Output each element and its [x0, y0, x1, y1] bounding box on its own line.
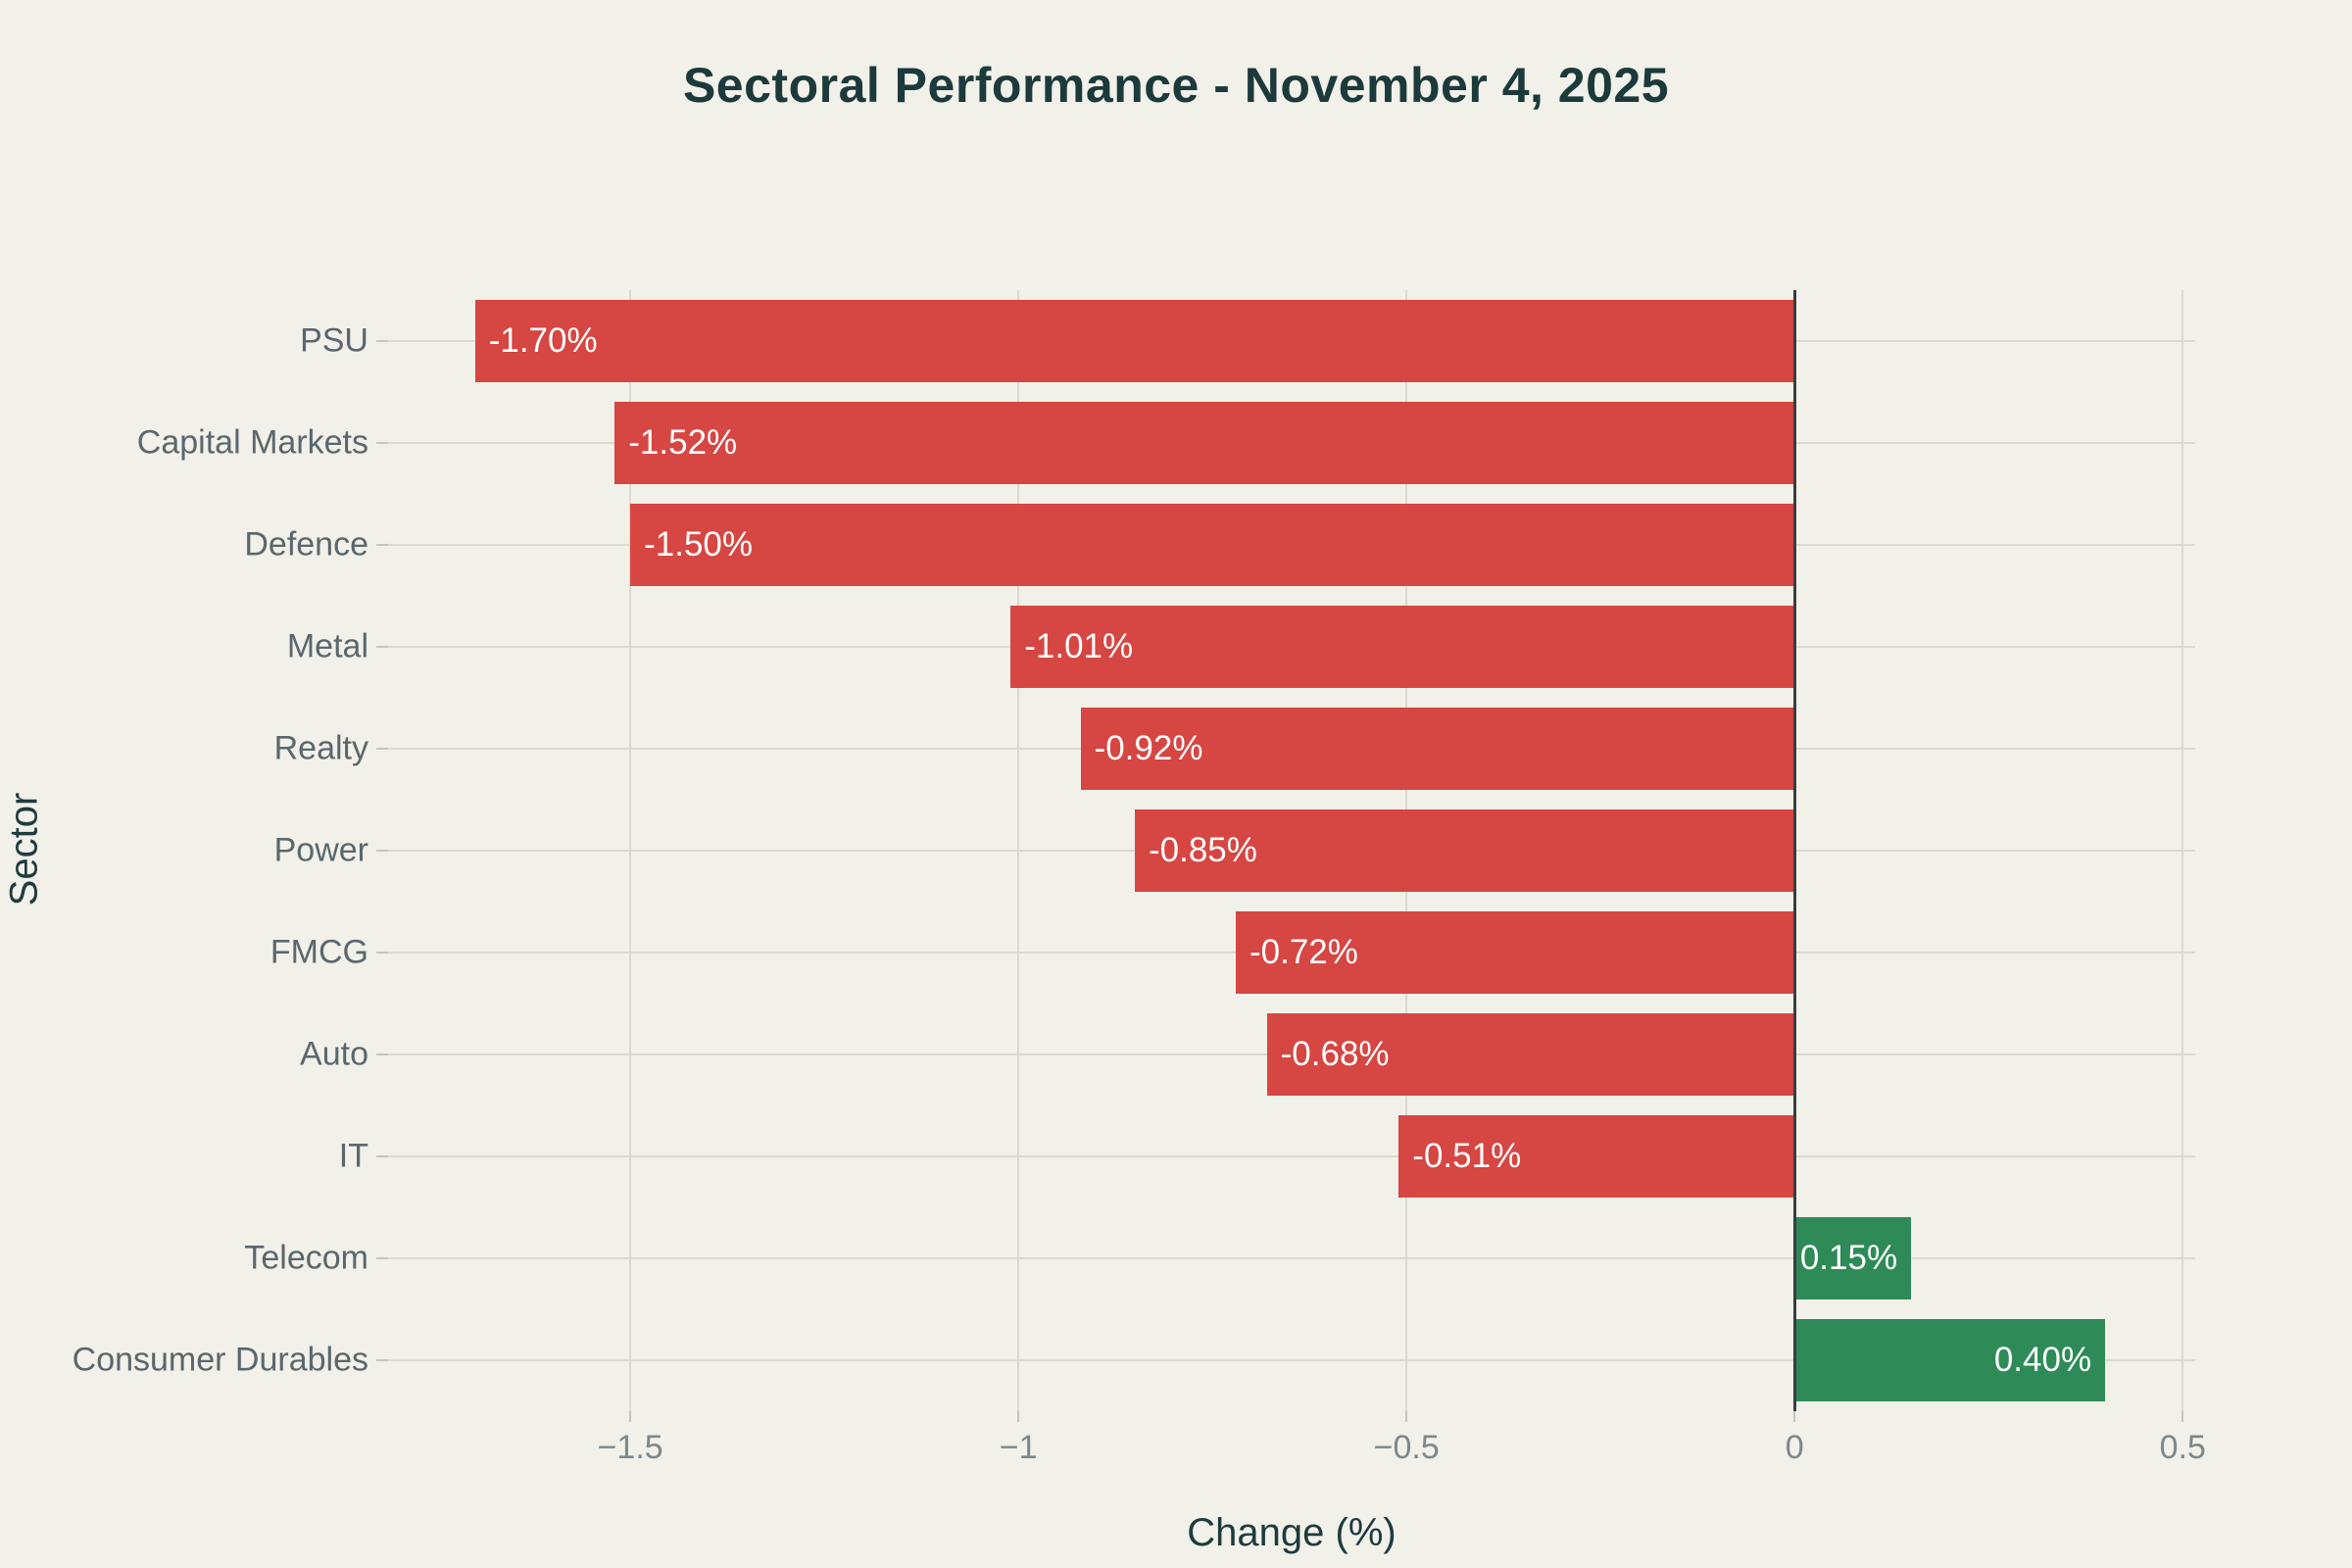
x-tick-mark [1017, 1411, 1020, 1422]
gridline-h [388, 1155, 2195, 1157]
bar-value-label: -0.72% [1249, 933, 1358, 971]
category-label: Capital Markets [136, 423, 368, 462]
y-tick-mark [376, 1257, 388, 1259]
bar [1794, 1319, 2106, 1401]
category-label: Power [273, 831, 368, 869]
category-label: PSU [300, 321, 368, 360]
y-tick-mark [376, 544, 388, 546]
zero-line [1792, 290, 1796, 1411]
y-tick-mark [376, 1359, 388, 1361]
y-tick-mark [376, 850, 388, 852]
bar [1266, 1013, 1795, 1096]
y-tick-mark [376, 340, 388, 342]
category-label: Auto [300, 1035, 368, 1073]
bar-value-label: -0.51% [1412, 1137, 1522, 1175]
bar [1235, 911, 1795, 994]
x-tick-mark [1405, 1411, 1408, 1422]
bar-value-label: -0.68% [1280, 1035, 1390, 1073]
bar [1010, 606, 1795, 688]
bar-value-label: -1.70% [488, 321, 598, 360]
bar-value-label: 0.40% [1993, 1341, 2092, 1379]
bar [1398, 1115, 1795, 1198]
x-tick-label: −0.5 [1373, 1429, 1440, 1466]
y-tick-mark [376, 442, 388, 444]
x-tick-label: 0 [1785, 1429, 1804, 1466]
x-tick-label: −1.5 [597, 1429, 663, 1466]
x-tick-mark [2181, 1411, 2184, 1422]
bar-value-label: 0.15% [1799, 1239, 1898, 1277]
category-label: FMCG [270, 933, 368, 971]
y-tick-mark [376, 1054, 388, 1055]
bar-value-label: -1.50% [644, 525, 754, 564]
y-tick-mark [376, 646, 388, 648]
bar [1134, 809, 1795, 892]
bar-value-label: -1.52% [628, 423, 738, 462]
bar [1080, 708, 1795, 790]
bar-value-label: -0.92% [1094, 729, 1203, 767]
y-tick-mark [376, 748, 388, 750]
x-tick-mark [629, 1411, 632, 1422]
bar [630, 504, 1795, 586]
bar [614, 402, 1795, 484]
bar-value-label: -0.85% [1148, 831, 1257, 869]
y-tick-mark [376, 1155, 388, 1157]
category-label: Realty [273, 729, 368, 767]
x-tick-mark [1793, 1411, 1796, 1422]
category-label: Metal [286, 627, 368, 665]
x-tick-label: 0.5 [2159, 1429, 2206, 1466]
gridline-h [388, 1257, 2195, 1259]
y-tick-mark [376, 952, 388, 954]
x-tick-label: −1 [999, 1429, 1038, 1466]
x-axis-title: Change (%) [1187, 1511, 1396, 1554]
category-label: Telecom [244, 1239, 368, 1277]
gridline-h [388, 1359, 2195, 1361]
bar-value-label: -1.01% [1024, 627, 1134, 665]
gridline-v [2181, 290, 2184, 1411]
bar [1794, 1217, 1912, 1299]
category-label: Defence [244, 525, 368, 564]
gridline-v [629, 290, 632, 1411]
chart-title: Sectoral Performance - November 4, 2025 [682, 58, 1670, 113]
gridline-v [1017, 290, 1020, 1411]
category-label: IT [338, 1137, 368, 1175]
bar [474, 300, 1795, 382]
category-label: Consumer Durables [72, 1341, 368, 1379]
